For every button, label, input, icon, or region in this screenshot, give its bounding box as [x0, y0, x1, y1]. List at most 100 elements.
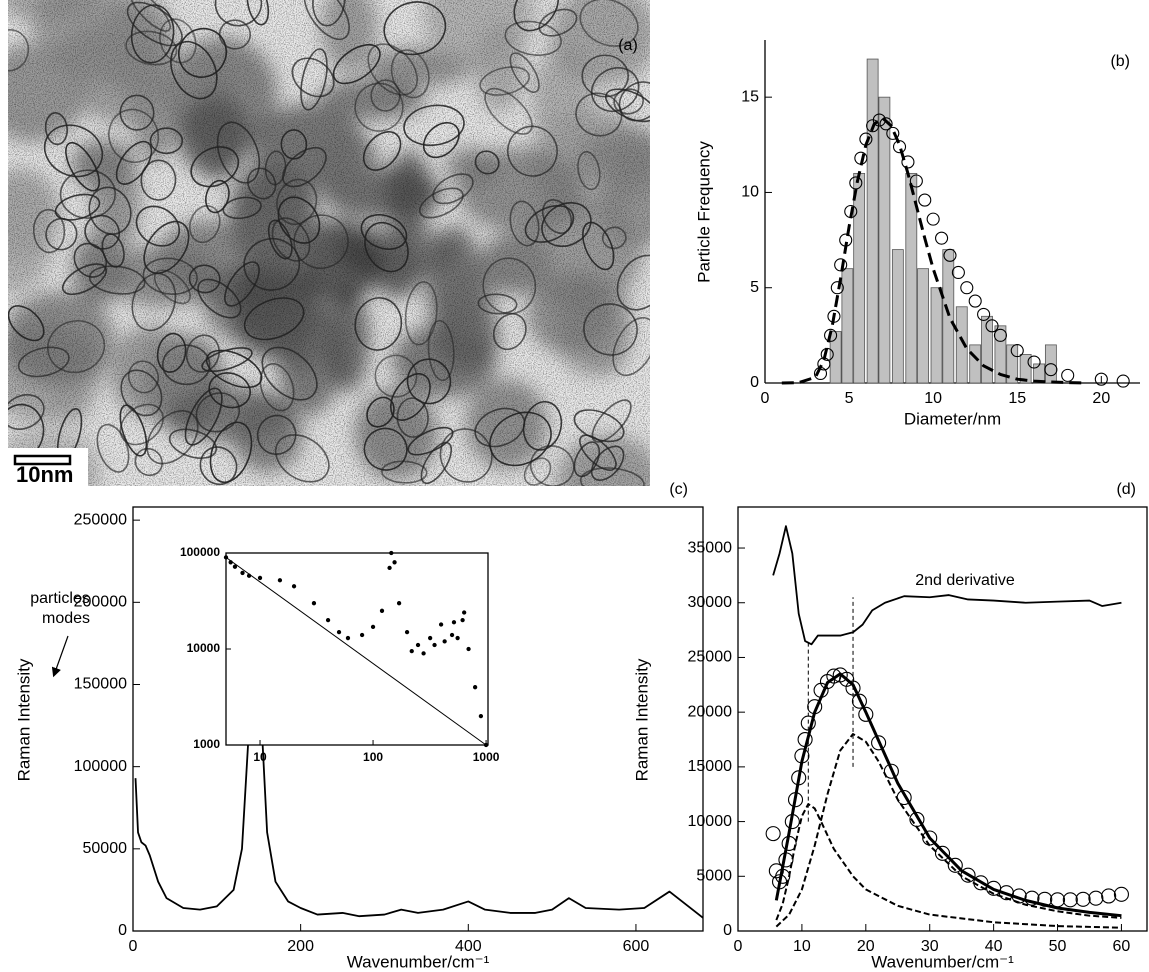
tem-particle [366, 396, 395, 428]
tem-particle [581, 54, 629, 98]
data-point [977, 307, 991, 321]
data-point [765, 826, 781, 842]
bar [891, 249, 904, 384]
data-point [871, 735, 887, 751]
tem-particle [541, 199, 573, 234]
tem-particle [354, 82, 404, 132]
data-point [1062, 892, 1078, 908]
y-tick-label: 200000 [74, 594, 127, 611]
tem-particle [374, 354, 418, 398]
bar [853, 172, 866, 384]
data-point [451, 620, 457, 625]
tem-particle [108, 108, 160, 163]
y-tick-label: 10 [741, 184, 759, 201]
tem-particle [197, 278, 242, 319]
data-point [1027, 355, 1041, 369]
tem-particle [224, 261, 260, 307]
data-point [951, 265, 965, 280]
y-tick-label: 0 [750, 374, 759, 391]
tem-particle [170, 40, 218, 100]
bar [942, 249, 955, 384]
y-axis-title: Particle Frequency [694, 141, 713, 283]
tem-particle [188, 205, 221, 244]
tem-particle [403, 104, 465, 147]
tem-particle [8, 305, 45, 342]
panel-label: (b) [1110, 53, 1130, 70]
x-tick-label: 1000 [473, 750, 500, 764]
y-tick-label: 150000 [74, 676, 127, 693]
tem-particle [264, 150, 287, 186]
tem-particle [474, 407, 526, 448]
data-point [404, 629, 410, 635]
data-point [858, 706, 874, 722]
annotation-arrow [51, 635, 69, 678]
tem-particle [590, 67, 640, 113]
bar [930, 287, 943, 384]
tem-particle [291, 57, 335, 98]
plot-frame [737, 506, 1148, 932]
x-tick-label: 0 [734, 938, 743, 955]
data-point [345, 635, 351, 641]
data-line [774, 672, 1122, 918]
tem-particle [616, 254, 650, 311]
x-tick-label: 10 [253, 750, 267, 764]
tem-particle [509, 200, 540, 247]
tem-particle [261, 346, 318, 401]
y-tick-label: 15000 [688, 758, 733, 775]
y-tick-label: 100000 [180, 545, 220, 559]
tem-particle [618, 81, 650, 122]
y-tick-label: 250000 [74, 511, 127, 528]
data-point [409, 648, 414, 654]
tem-particle [84, 214, 121, 250]
tem-particle [364, 221, 409, 273]
tem-particle [47, 320, 106, 374]
tem-particle [541, 202, 592, 248]
panel-label: (c) [669, 481, 688, 498]
scale-bar-background [8, 448, 88, 486]
tem-particle [143, 220, 190, 274]
tem-particle [243, 297, 305, 341]
tem-particle [127, 360, 160, 394]
y-tick-label: 1000 [193, 737, 220, 751]
annotation: particles [30, 590, 90, 607]
tem-particle [8, 29, 30, 72]
tem-particle [390, 49, 430, 99]
data-point [1010, 344, 1024, 358]
tem-particle [65, 141, 100, 192]
tem-particle [418, 187, 464, 219]
data-point [1094, 372, 1108, 386]
tem-particle [404, 281, 438, 346]
data-line [772, 525, 1122, 646]
data-point [918, 193, 932, 207]
data-point [370, 624, 376, 630]
data-point [1113, 886, 1129, 902]
data-point [1088, 890, 1104, 906]
data-point [478, 713, 484, 719]
tem-particle [222, 196, 262, 220]
tem-particle [256, 414, 297, 456]
tem-particle [134, 447, 163, 477]
data-point [291, 584, 297, 589]
tem-particle [522, 400, 563, 451]
tem-particle [367, 43, 418, 96]
data-point [432, 642, 437, 648]
tem-particle [259, 363, 295, 412]
data-point [438, 622, 444, 627]
tem-particle [282, 146, 327, 188]
data-point [392, 560, 397, 565]
bar [905, 172, 918, 384]
data-point [389, 550, 394, 556]
data-point [415, 642, 421, 648]
tem-particle [474, 150, 500, 175]
data-point [462, 610, 467, 615]
tem-particle [300, 48, 328, 111]
tem-particle [159, 18, 197, 64]
data-point [886, 126, 900, 140]
tem-particle [162, 344, 211, 386]
tem-particle [582, 221, 615, 271]
tem-particle [293, 214, 349, 270]
tem-particle [529, 445, 575, 486]
bar [1019, 354, 1032, 384]
tem-particle [280, 129, 308, 160]
tem-particle [177, 27, 228, 78]
